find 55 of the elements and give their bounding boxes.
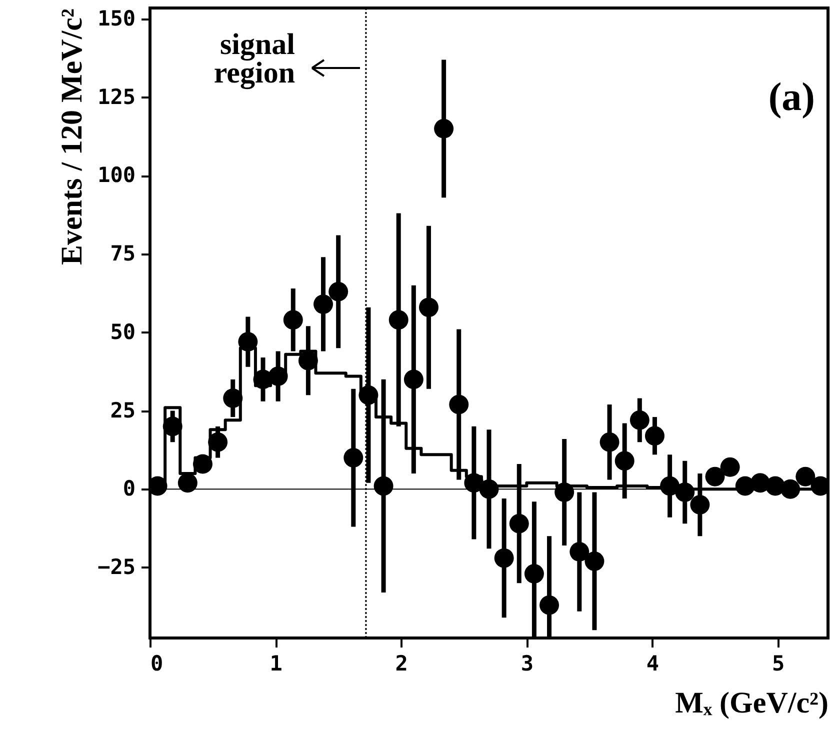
annotation: signal region bbox=[214, 28, 296, 90]
point bbox=[600, 432, 620, 452]
point bbox=[644, 426, 664, 446]
point bbox=[449, 394, 469, 414]
x-tick-label: 4 bbox=[646, 652, 660, 676]
y-axis-title: Events / 120 MeV/c² bbox=[56, 8, 89, 265]
y-tick-label: 50 bbox=[110, 320, 136, 344]
y-tick-label: 0 bbox=[122, 476, 136, 501]
point bbox=[705, 466, 725, 486]
point bbox=[208, 432, 228, 452]
x-tick-label: 1 bbox=[270, 652, 282, 676]
point bbox=[388, 310, 408, 330]
point bbox=[162, 416, 182, 436]
point bbox=[298, 350, 318, 370]
y-tick-label: 25 bbox=[110, 398, 136, 422]
x-tick-label: 5 bbox=[772, 652, 785, 676]
point bbox=[690, 495, 710, 515]
x-tick-label: 2 bbox=[395, 652, 408, 676]
point bbox=[494, 548, 514, 568]
point bbox=[780, 479, 800, 499]
point bbox=[540, 595, 560, 615]
point bbox=[614, 451, 634, 471]
point bbox=[554, 482, 574, 502]
x-tick-label: 3 bbox=[520, 652, 534, 676]
point bbox=[328, 282, 348, 302]
point bbox=[192, 454, 212, 474]
y-tick-label: −25 bbox=[98, 554, 136, 579]
point bbox=[283, 310, 303, 330]
point bbox=[434, 118, 454, 138]
point bbox=[630, 410, 650, 430]
point bbox=[314, 294, 334, 314]
point bbox=[404, 370, 424, 390]
point bbox=[570, 542, 590, 562]
point bbox=[268, 366, 288, 386]
x-axis-title: Mₓ (GeV/c²) bbox=[675, 686, 828, 720]
point bbox=[720, 457, 740, 477]
y-tick-label: 75 bbox=[110, 242, 136, 266]
y-tick-label: 100 bbox=[98, 163, 136, 188]
annotation: (a) bbox=[768, 74, 815, 119]
point bbox=[374, 476, 394, 496]
point bbox=[524, 564, 544, 584]
x-tick-label: 0 bbox=[150, 652, 164, 676]
point bbox=[358, 385, 378, 405]
point bbox=[223, 388, 243, 408]
point bbox=[178, 473, 198, 493]
y-tick-label: 125 bbox=[98, 84, 136, 109]
point bbox=[344, 448, 364, 468]
point bbox=[796, 466, 816, 486]
point bbox=[418, 298, 438, 318]
y-tick-label: 150 bbox=[98, 6, 136, 30]
point bbox=[675, 482, 695, 502]
point bbox=[238, 332, 258, 352]
point bbox=[509, 514, 529, 534]
point bbox=[479, 479, 499, 499]
point bbox=[584, 551, 604, 571]
